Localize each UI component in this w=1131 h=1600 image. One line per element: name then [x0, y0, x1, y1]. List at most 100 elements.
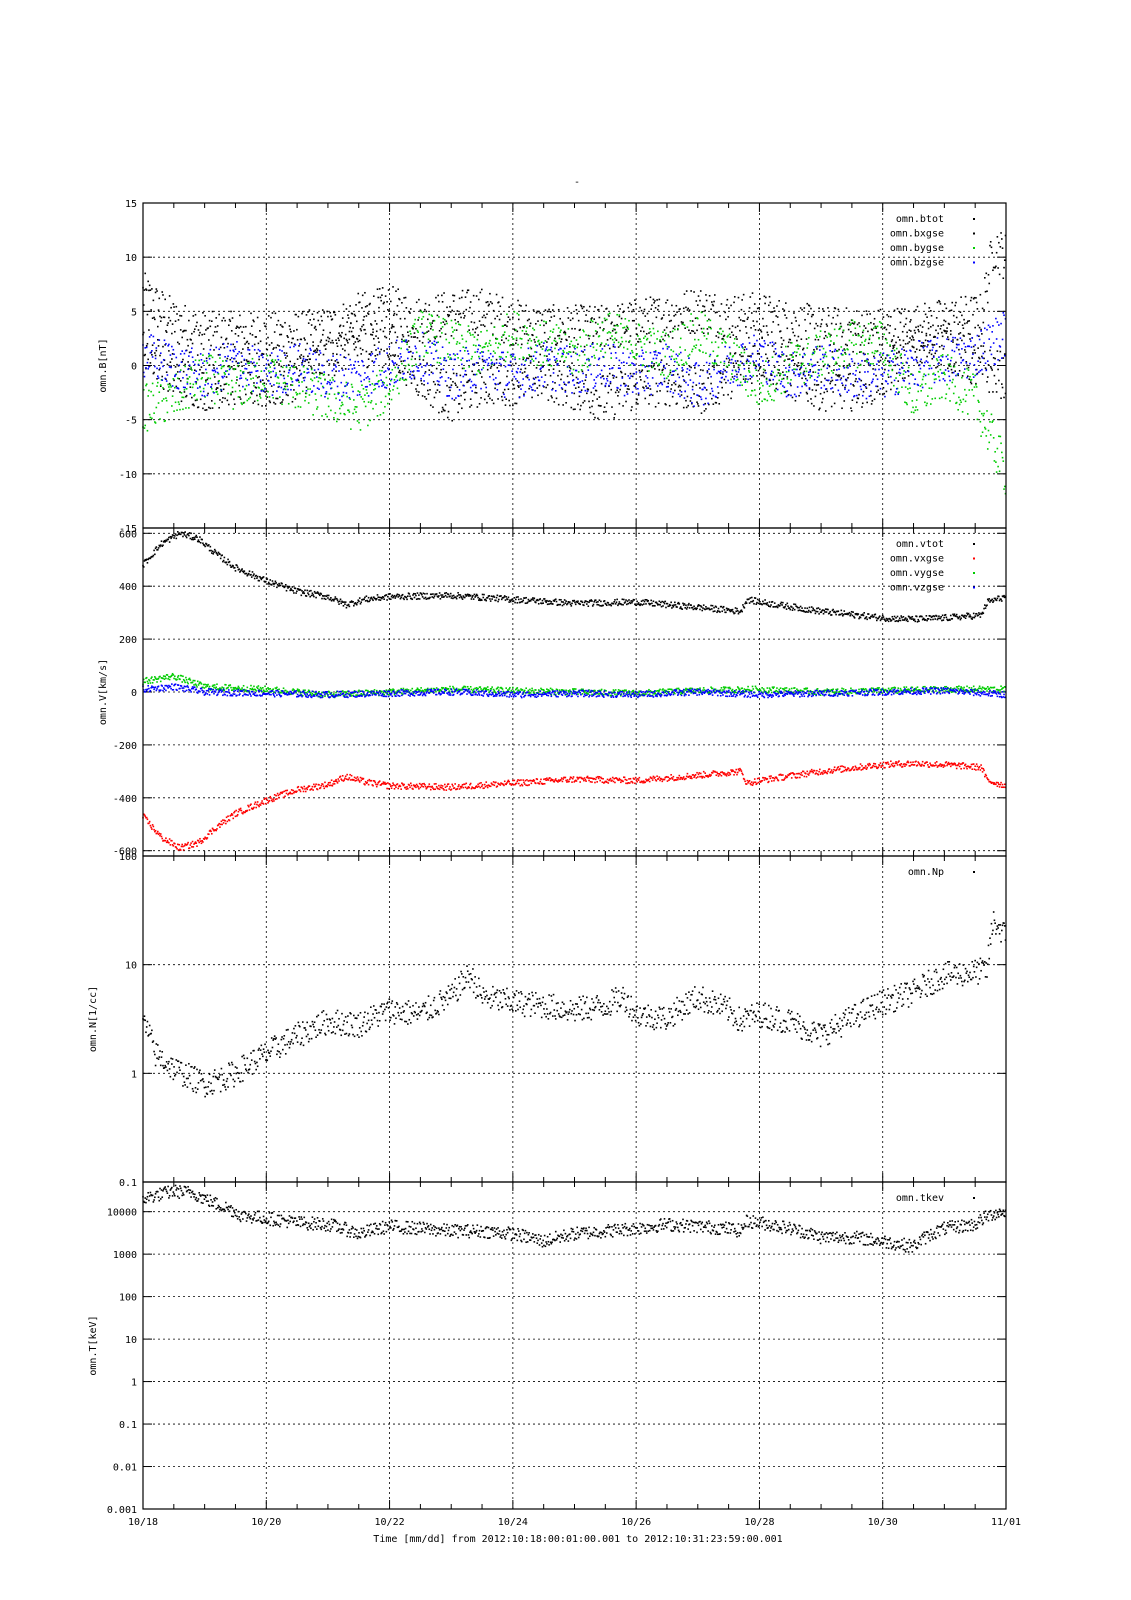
data-point	[868, 384, 871, 386]
data-point	[242, 326, 245, 328]
data-point	[492, 373, 494, 376]
data-point	[327, 381, 329, 383]
data-point	[777, 355, 780, 358]
data-point	[208, 357, 211, 360]
data-point	[554, 382, 556, 384]
data-point	[294, 344, 297, 346]
data-point	[951, 371, 954, 374]
data-point	[985, 435, 988, 437]
data-point	[264, 405, 267, 407]
data-point	[376, 353, 379, 356]
data-point	[964, 349, 966, 351]
data-point	[336, 358, 338, 361]
data-point	[787, 341, 790, 344]
data-point	[948, 387, 951, 390]
data-point	[767, 359, 770, 362]
data-point	[640, 364, 642, 366]
data-point	[893, 344, 896, 347]
data-point	[180, 315, 183, 317]
data-point	[767, 334, 769, 336]
data-point	[466, 291, 468, 294]
data-point	[551, 342, 553, 345]
data-point	[271, 394, 274, 396]
data-point	[222, 397, 224, 399]
data-point	[720, 333, 723, 335]
data-point	[574, 345, 576, 347]
data-point	[904, 371, 907, 373]
data-point	[414, 318, 417, 321]
data-point	[804, 367, 807, 370]
data-point	[429, 404, 432, 407]
data-point	[719, 370, 722, 372]
data-point	[286, 385, 289, 388]
data-point	[961, 376, 963, 379]
data-point	[444, 333, 447, 335]
data-point	[171, 395, 174, 397]
data-point	[554, 340, 557, 343]
data-point	[334, 360, 337, 362]
data-point	[598, 357, 601, 360]
data-point	[736, 373, 738, 376]
data-point	[401, 378, 404, 380]
data-point	[625, 362, 628, 365]
data-point	[378, 353, 381, 355]
data-point	[765, 377, 768, 380]
data-point	[392, 314, 395, 317]
data-point	[203, 360, 206, 362]
data-point	[424, 395, 426, 398]
data-point	[756, 401, 758, 403]
data-point	[799, 353, 801, 356]
data-point	[306, 342, 309, 345]
data-point	[363, 315, 365, 318]
data-point	[385, 316, 388, 318]
data-point	[982, 321, 985, 324]
data-point	[648, 403, 650, 405]
data-point	[470, 404, 473, 407]
data-point	[810, 398, 812, 400]
data-point	[484, 343, 487, 345]
data-point	[925, 360, 928, 362]
data-point	[282, 388, 285, 391]
data-point	[347, 382, 349, 385]
data-point	[343, 337, 346, 340]
data-point	[800, 364, 803, 367]
data-point	[924, 383, 927, 385]
data-point	[523, 371, 526, 373]
data-point	[262, 383, 264, 385]
data-point	[952, 336, 954, 339]
data-point	[498, 301, 500, 303]
data-point	[875, 391, 878, 393]
data-point	[637, 392, 640, 395]
data-point	[629, 352, 632, 355]
data-point	[228, 318, 231, 321]
data-point	[896, 307, 899, 310]
data-point	[850, 407, 852, 410]
data-point	[231, 391, 234, 393]
data-point	[826, 367, 829, 370]
data-point	[338, 332, 340, 334]
data-point	[514, 356, 516, 359]
data-point	[287, 402, 290, 405]
data-point	[481, 355, 484, 358]
data-point	[912, 359, 915, 361]
data-point	[827, 372, 830, 374]
data-point	[471, 355, 473, 358]
data-point	[233, 357, 236, 360]
data-point	[348, 330, 351, 333]
data-point	[794, 368, 797, 371]
data-point	[603, 317, 606, 320]
data-point	[238, 350, 240, 353]
data-point	[148, 336, 151, 338]
data-point	[485, 386, 488, 389]
data-point	[510, 356, 513, 358]
data-point	[588, 358, 590, 361]
data-point	[503, 331, 506, 333]
data-point	[517, 381, 520, 384]
data-point	[512, 384, 515, 386]
data-point	[979, 369, 982, 372]
data-point	[205, 379, 207, 382]
data-point	[372, 328, 374, 331]
data-point	[528, 318, 530, 321]
data-point	[607, 313, 610, 316]
data-point	[451, 326, 454, 329]
